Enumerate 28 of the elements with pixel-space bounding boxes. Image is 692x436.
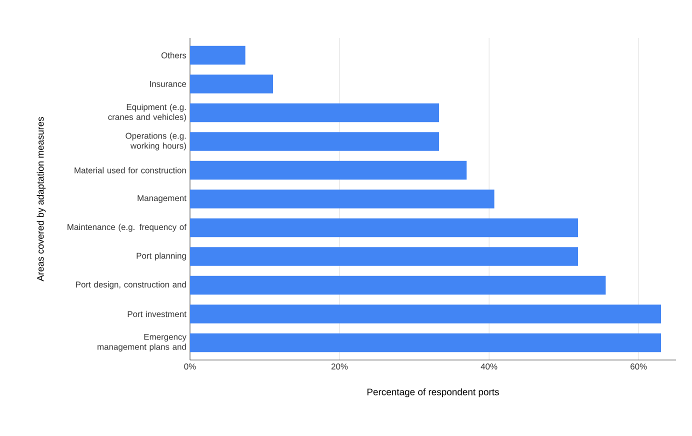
y-tick-label: Others	[161, 52, 186, 58]
bar	[190, 218, 578, 238]
bar	[190, 304, 662, 324]
bar	[190, 333, 662, 352]
bar	[190, 190, 494, 208]
bar	[190, 132, 439, 151]
y-tick-label: Port design, construction and	[76, 281, 186, 290]
y-tick-label: Material used for construction	[74, 167, 186, 174]
y-tick-label: Port planning	[136, 252, 186, 260]
x-tick-label: 60%	[630, 364, 647, 370]
bar	[190, 160, 467, 180]
bar	[190, 247, 578, 266]
bar	[190, 74, 273, 94]
y-tick-label: Operations (e.g. working hours)	[126, 132, 186, 150]
y-tick-label: Maintenance (e.g. frequency of	[68, 224, 186, 232]
y-axis-title: Areas covered by adaptation measures	[36, 117, 46, 282]
x-tick-label: 0%	[184, 364, 196, 370]
bar	[190, 276, 606, 295]
y-tick-label: Insurance	[150, 81, 186, 87]
x-tick-label: 20%	[331, 364, 348, 370]
x-axis-title: Percentage of respondent ports	[367, 388, 499, 398]
y-tick-label: Equipment (e.g. cranes and vehicles)	[108, 104, 186, 122]
y-tick-label: Management	[138, 195, 186, 203]
bar	[190, 103, 439, 122]
bar	[190, 46, 246, 65]
y-tick-label: Emergency management plans and	[98, 334, 186, 352]
x-tick-label: 40%	[480, 364, 498, 370]
y-tick-label: Port investment	[128, 310, 186, 318]
